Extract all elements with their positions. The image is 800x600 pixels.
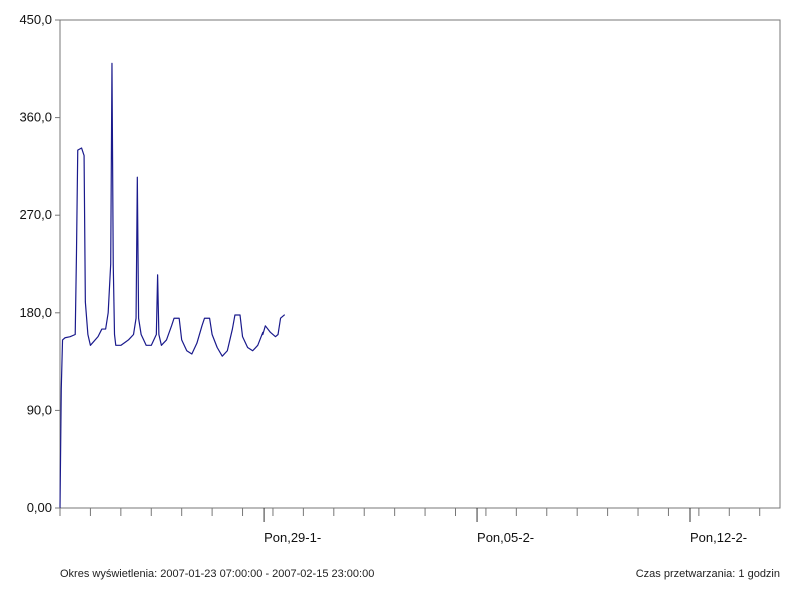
processing-time-text: Czas przetwarzania: 1 godzin (635, 568, 780, 580)
y-tick-label: 180,0 (19, 305, 52, 320)
series-line-0 (59, 62, 285, 509)
y-tick-label: 90,0 (27, 402, 52, 417)
x-tick-label: Pon,29-1- (264, 530, 321, 545)
y-axis: 0,00 90,0 180,0 270,0 360,0 450,0 (19, 12, 60, 515)
y-tick-label: 270,0 (19, 207, 52, 222)
x-axis: Pon,29-1- Pon,05-2- Pon,12-2- (59, 508, 761, 545)
display-period-text: Okres wyświetlenia: 2007-01-23 07:00:00 … (60, 568, 375, 580)
x-tick-label: Pon,12-2- (690, 530, 747, 545)
y-tick-label: 450,0 (19, 12, 52, 27)
x-tick-label: Pon,05-2- (477, 530, 534, 545)
plot-frame (59, 19, 781, 509)
plot-area-frame (59, 19, 781, 509)
y-tick-label: 0,00 (27, 500, 52, 515)
series-layer (59, 62, 285, 509)
y-tick-label: 360,0 (19, 110, 52, 125)
